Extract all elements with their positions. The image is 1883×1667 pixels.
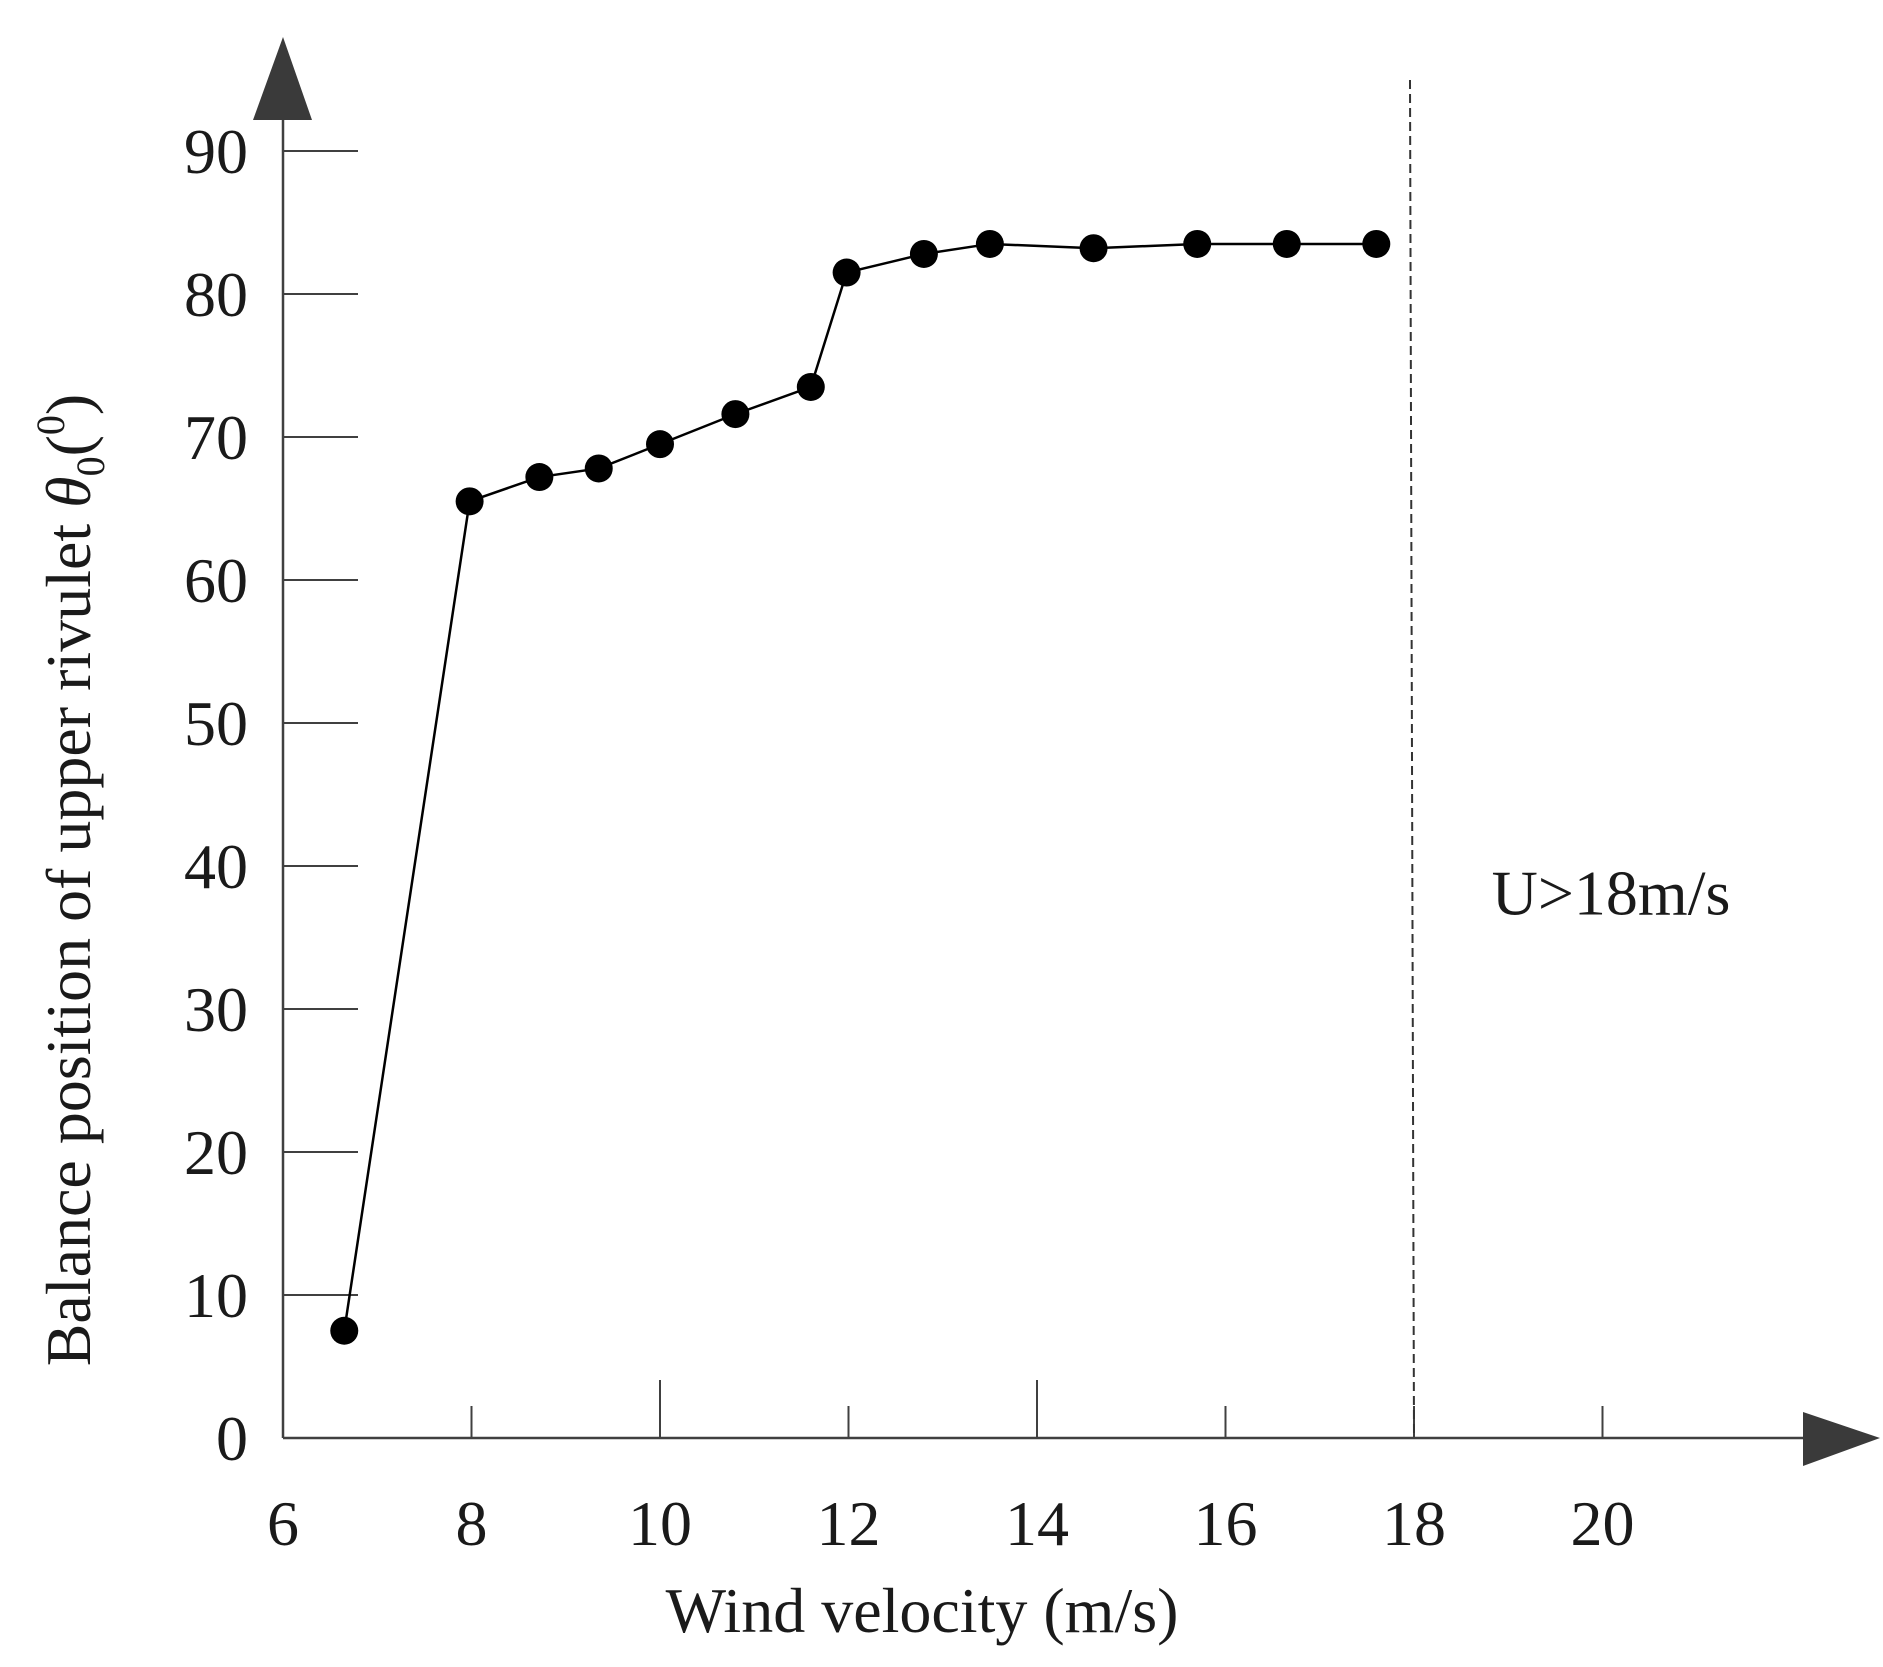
y-tick-label: 20 — [184, 1117, 248, 1188]
y-tick-label: 40 — [184, 831, 248, 902]
y-axis-title-unit: 0 — [28, 415, 73, 435]
x-tick-label: 12 — [817, 1488, 881, 1559]
threshold-label: U>18m/s — [1492, 858, 1731, 929]
data-point — [1079, 234, 1108, 263]
y-tick-label: 30 — [184, 974, 248, 1045]
y-tick-label: 50 — [184, 688, 248, 759]
y-tick-label: 80 — [184, 259, 248, 330]
y-tick-label: 90 — [184, 116, 248, 187]
data-point — [832, 258, 861, 287]
x-tick-label: 10 — [628, 1488, 692, 1559]
y-axis-title-symbol: θ — [33, 476, 104, 507]
y-axis-title: Balance position of upper rivuletθ0(0) — [28, 394, 113, 1367]
x-tick-label: 18 — [1382, 1488, 1446, 1559]
x-ticks: 6 8 10 12 14 16 18 20 — [267, 1380, 1635, 1559]
y-ticks: 0 10 20 30 40 50 60 70 80 90 — [184, 116, 358, 1474]
y-tick-label: 0 — [216, 1403, 248, 1474]
data-point — [525, 463, 554, 492]
data-point — [646, 430, 674, 459]
x-tick-label: 8 — [456, 1488, 488, 1559]
data-point — [796, 372, 825, 401]
data-point — [584, 454, 613, 483]
data-point — [330, 1316, 359, 1345]
data-point — [1362, 229, 1391, 258]
y-tick-label: 70 — [184, 402, 248, 473]
x-tick-label: 6 — [267, 1488, 299, 1559]
y-axis-title-paren-open: ( — [33, 435, 104, 456]
series-layer — [330, 229, 1391, 1345]
x-axis-title: Wind velocity (m/s) — [666, 1575, 1179, 1646]
y-axis-title-paren-close: ) — [33, 394, 104, 415]
data-point — [909, 239, 938, 268]
data-point — [455, 487, 484, 516]
y-axis-title-subscript: 0 — [68, 456, 113, 476]
data-point — [975, 229, 1004, 258]
data-point — [1272, 229, 1301, 258]
x-tick-label: 14 — [1005, 1488, 1069, 1559]
threshold-line — [1409, 79, 1415, 1439]
y-axis-arrow-icon — [253, 37, 312, 120]
x-tick-label: 20 — [1571, 1488, 1635, 1559]
data-point — [1183, 229, 1212, 258]
y-axis-title-main: Balance position of upper rivulet — [33, 524, 104, 1367]
x-tick-label: 16 — [1194, 1488, 1258, 1559]
y-tick-label: 10 — [184, 1260, 248, 1331]
x-axis-arrow-icon — [1803, 1412, 1880, 1466]
data-point — [721, 400, 750, 429]
series-line — [343, 242, 1377, 1331]
y-tick-label: 60 — [184, 545, 248, 616]
